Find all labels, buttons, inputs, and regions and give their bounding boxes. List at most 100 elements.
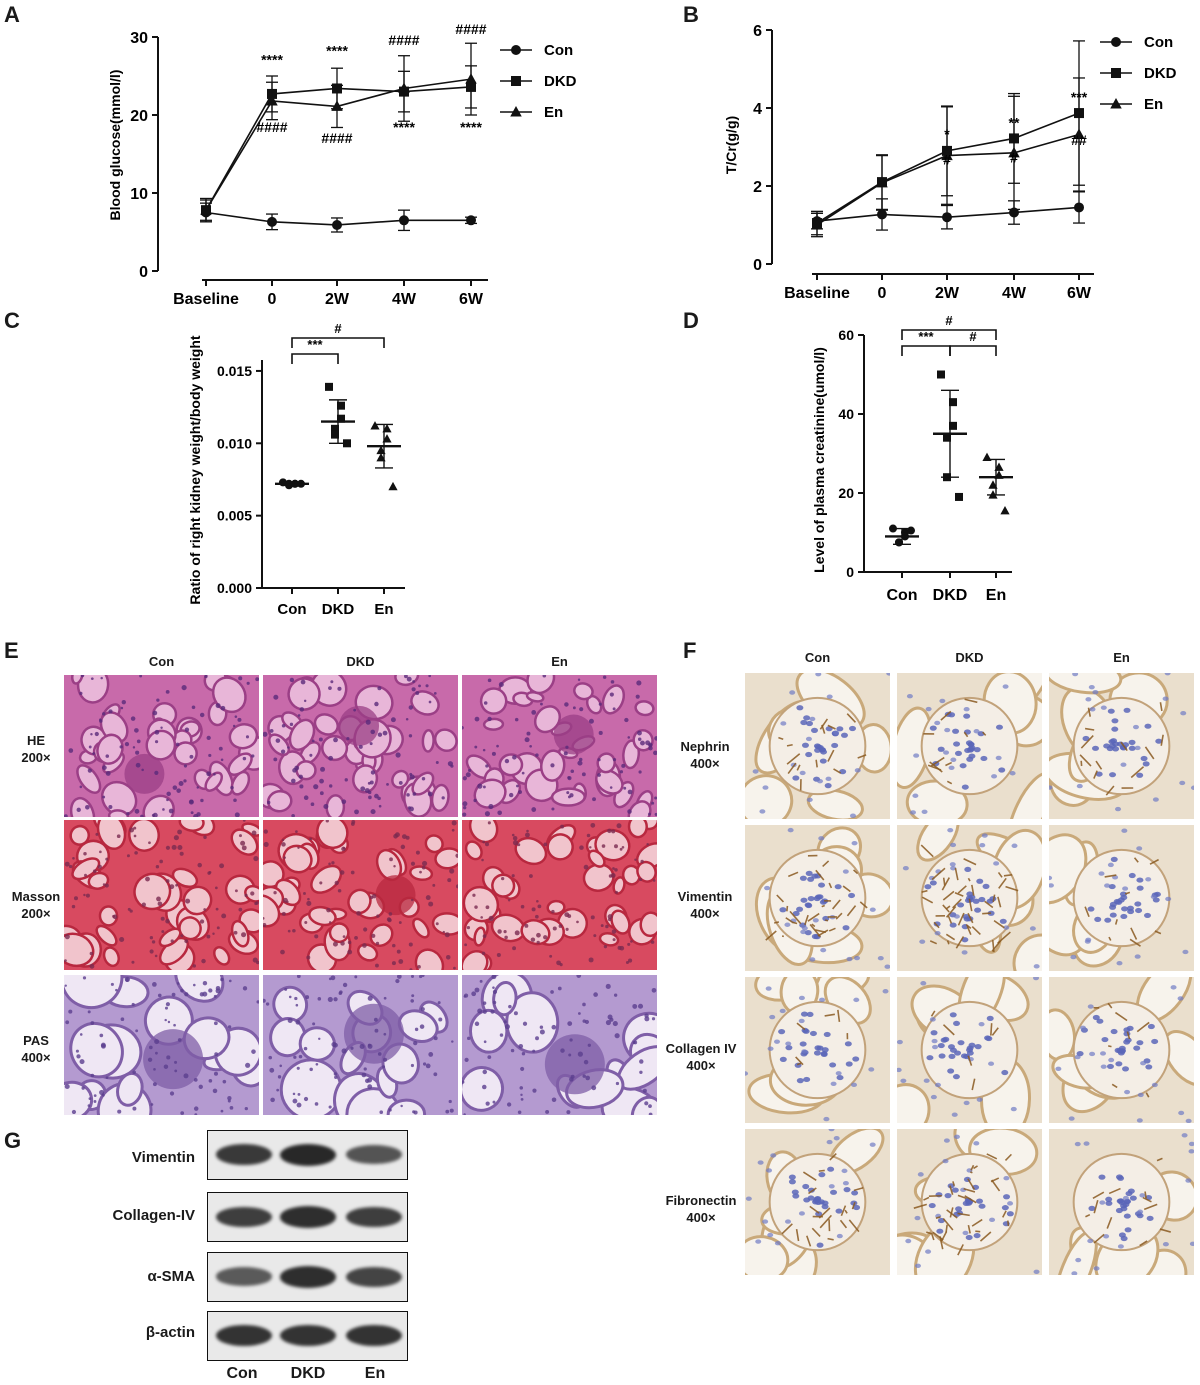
histology-pas-con-nucleus (227, 1096, 232, 1101)
ihc-1-con-nucleus (799, 875, 807, 881)
histology-pas-con-nucleus (194, 1113, 198, 1115)
histology-he-en-nucleus (462, 776, 467, 781)
histology-pas-dkd-nucleus (379, 1110, 384, 1114)
histology-he-con-nucleus (152, 812, 158, 817)
ihc-0-dkd-stain (963, 731, 969, 738)
histology-he-en-nucleus (627, 736, 631, 739)
histology-he-con-nucleus (232, 724, 236, 728)
chart-a-xtick-label: 6W (459, 291, 484, 308)
ihc-2-con-nucleus (798, 1018, 805, 1024)
histology-he-dkd-nucleus (360, 786, 366, 792)
histology-pas-con-nucleus (171, 992, 176, 997)
ihc-1-dkd-nucleus (966, 891, 974, 897)
histology-pas-dkd-nucleus (383, 996, 387, 1000)
histology-masson-dkd-nucleus (371, 933, 376, 938)
histology-masson-con-nucleus (127, 907, 131, 911)
chart-c-point-dkd (337, 414, 345, 423)
histology-he-en-nucleus (648, 745, 653, 751)
histology-he-dkd-nucleus (367, 781, 371, 785)
histology-he-en-nucleus (651, 801, 655, 805)
ihc-2-dkd-nucleus (976, 1097, 983, 1102)
histology-masson-dkd-nucleus (280, 949, 285, 955)
histology-masson-con-nucleus (216, 926, 220, 930)
chart-d-bracket-label: # (945, 313, 953, 328)
ihc-3-con-stain (829, 1153, 837, 1161)
histology-masson-dkd-nucleus (351, 820, 356, 824)
ihc-1-en-nucleus (1136, 877, 1144, 883)
histology-pas-dkd-nucleus (312, 1022, 316, 1026)
histology-pas-en-nucleus (582, 1074, 586, 1078)
chart-d-xtick-label: DKD (933, 587, 968, 604)
ihc-0-con-stain (827, 749, 835, 762)
histology-he-dkd-nucleus (281, 723, 286, 728)
ihc-2-dkd-nucleus (966, 1050, 974, 1056)
histology-pas-con-nucleus (192, 983, 196, 987)
histology-pas-con-nucleus (184, 992, 189, 997)
ihc-3-en-nucleus (1185, 1178, 1192, 1183)
ihc-1-dkd-nucleus (964, 897, 972, 904)
ihc-1-en-stain (1108, 936, 1112, 941)
ihc-2-dkd-stain (990, 1023, 993, 1036)
ihc-2-en-nucleus (1087, 1004, 1094, 1009)
histology-pas-en-tubule (462, 1066, 505, 1112)
ihc-1-dkd-nucleus (947, 827, 954, 833)
chart-b-xtick-label: Baseline (784, 285, 850, 302)
ihc-2-dkd-nucleus (949, 1047, 957, 1053)
ihc-0-con-stain (786, 743, 793, 747)
histology-masson-en-nucleus (593, 934, 597, 938)
chart-a-point-con (466, 215, 476, 226)
chart-b-point-en (1008, 146, 1020, 158)
histology-pas-dkd-nucleus (382, 1057, 388, 1062)
chart-b-ytick-label: 0 (753, 257, 762, 274)
histology-masson-en-nucleus (525, 832, 530, 838)
histology-masson-en-nucleus (512, 835, 518, 841)
ihc-1-dkd (897, 825, 1042, 971)
ihc-0-en-nucleus (1136, 772, 1144, 778)
histology-pas-con-nucleus (132, 1106, 137, 1111)
histology-masson-en-nucleus (536, 940, 540, 945)
ihc-1-en-nucleus (1049, 875, 1053, 881)
ihc-1-dkd-nucleus (976, 878, 984, 884)
histology-pas-con-nucleus (208, 1079, 213, 1083)
histology-pas-dkd-nucleus (388, 1108, 392, 1112)
ihc-1-dkd-stain (920, 844, 934, 858)
histology-pas-dkd-nucleus (295, 1019, 301, 1025)
histology-pas-en-nucleus (545, 1109, 550, 1114)
ihc-1-dkd-nucleus (972, 898, 980, 904)
histology-he-dkd-tubule (313, 713, 339, 736)
histology-pas-dkd-nucleus (449, 1108, 454, 1113)
ihc-1-dkd-stain (955, 936, 965, 949)
histology-he-en-nucleus (531, 710, 537, 715)
histology-he-en-nucleus (524, 737, 530, 743)
histology-pas-con-nucleus (163, 1064, 169, 1069)
histology-masson-con-tubule (102, 946, 120, 968)
histology-pas-dkd-nucleus (367, 1084, 373, 1090)
ihc-1-dkd-stain (942, 890, 955, 901)
histology-masson-dkd-nucleus (369, 895, 374, 900)
histology-he-con-nucleus (160, 726, 163, 729)
ihc-1-dkd-tubule (1012, 933, 1042, 971)
ihc-3-con-nucleus (770, 1153, 777, 1158)
histology-masson-en-nucleus (466, 925, 471, 930)
histology-masson-dkd-nucleus (432, 883, 436, 887)
histology-he-con-tubule (228, 723, 259, 750)
histology-masson-en-nucleus (564, 912, 570, 918)
ihc-0-dkd-nucleus (995, 724, 1003, 730)
chart-c-ytick-label: 0.000 (217, 580, 252, 596)
histology-masson-con-nucleus (95, 832, 99, 836)
histology-pas-dkd-nucleus (287, 1017, 293, 1024)
histology-he-en-nucleus (636, 680, 642, 686)
histology-masson-dkd-nucleus (281, 911, 286, 916)
histology-pas-dkd-nucleus (333, 1042, 338, 1048)
ihc-3-con-stain (808, 1187, 817, 1195)
histology-pas-en-nucleus (587, 1043, 591, 1047)
ihc-1-con-nucleus (851, 840, 858, 846)
ihc-2-con-nucleus (845, 1061, 853, 1067)
histology-masson-dkd-nucleus (425, 895, 431, 901)
ihc-0-con-nucleus (805, 751, 813, 758)
histology-he-dkd-nucleus (310, 802, 315, 807)
histology-he-con-nucleus (234, 812, 240, 817)
histology-pas-dkd-nucleus (268, 1055, 273, 1060)
ihc-3-en-nucleus (1105, 1196, 1113, 1202)
histology-masson-con-nucleus (254, 901, 258, 906)
